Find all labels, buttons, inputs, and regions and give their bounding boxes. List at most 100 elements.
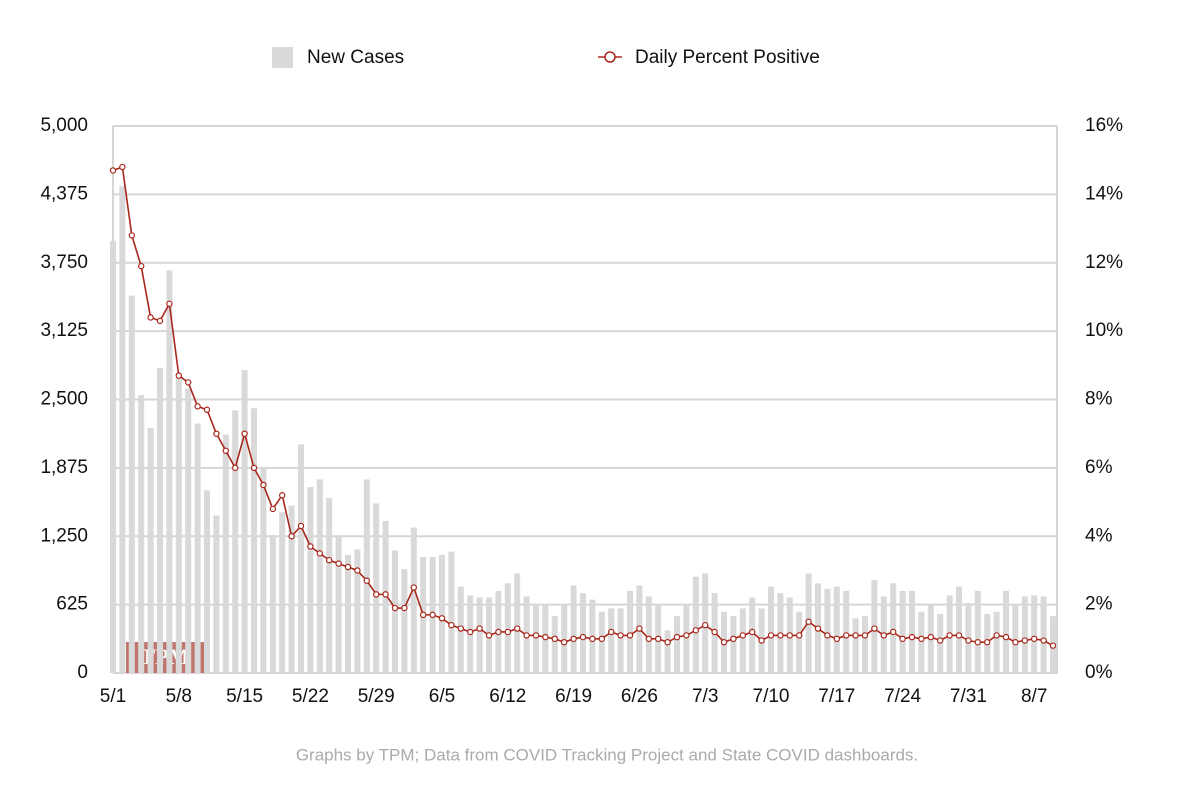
point	[137, 262, 145, 270]
y-tick-label: 5,000	[40, 115, 88, 136]
bar	[175, 377, 182, 673]
point	[363, 577, 370, 584]
point	[203, 406, 211, 413]
point	[448, 621, 455, 629]
point	[429, 611, 436, 619]
point	[824, 632, 831, 639]
point	[279, 492, 286, 499]
point	[213, 430, 220, 437]
bar	[674, 616, 680, 673]
bar	[796, 611, 803, 673]
bar	[956, 586, 962, 673]
y-tick-label: 4,375	[40, 183, 88, 204]
bar	[768, 586, 774, 673]
point	[730, 635, 737, 643]
bar	[504, 583, 511, 673]
bar	[401, 569, 408, 673]
point	[908, 633, 916, 641]
bar	[363, 479, 370, 673]
point	[814, 625, 822, 632]
point	[373, 591, 380, 598]
point	[749, 628, 756, 636]
point	[852, 632, 859, 639]
bar	[157, 367, 163, 673]
point	[645, 635, 653, 643]
bar	[260, 467, 267, 673]
point	[147, 314, 154, 321]
point	[495, 628, 502, 636]
point	[589, 635, 596, 643]
point	[984, 639, 991, 646]
point	[918, 635, 925, 643]
point	[974, 639, 982, 646]
bar	[288, 505, 295, 673]
point	[711, 628, 718, 636]
point	[514, 625, 521, 632]
x-tick-label: 5/29	[358, 686, 395, 707]
point	[156, 317, 164, 325]
point	[843, 632, 850, 639]
x-tick-label: 7/17	[818, 686, 855, 707]
point	[636, 625, 643, 632]
point	[175, 372, 182, 379]
point	[608, 628, 615, 636]
point	[664, 639, 671, 646]
bar	[1040, 596, 1047, 673]
bar	[580, 593, 586, 673]
bar	[269, 535, 276, 673]
bar	[213, 515, 220, 673]
x-tick-label: 5/8	[166, 686, 192, 707]
point	[307, 543, 314, 550]
bar	[1021, 596, 1028, 673]
point	[269, 505, 276, 513]
bar	[128, 295, 135, 673]
bar	[166, 270, 173, 673]
point	[326, 556, 333, 564]
bar	[307, 487, 314, 673]
point	[833, 635, 841, 643]
x-tick-label: 8/7	[1021, 686, 1047, 707]
y2-tick-label: 12%	[1085, 252, 1123, 273]
bar	[241, 369, 248, 673]
point	[250, 464, 258, 472]
point	[1021, 637, 1029, 644]
point	[128, 232, 135, 239]
bar	[862, 616, 868, 673]
point	[965, 637, 972, 644]
bar	[185, 388, 192, 673]
point	[796, 632, 803, 639]
point	[476, 625, 483, 632]
point	[955, 632, 963, 639]
bar	[410, 527, 417, 673]
bar	[627, 590, 633, 673]
point	[184, 379, 192, 386]
y2-tick-label: 8%	[1085, 389, 1113, 410]
point	[391, 604, 399, 612]
footer: Graphs by TPM; Data from COVID Tracking …	[296, 745, 918, 764]
bar	[232, 410, 239, 673]
bar	[316, 479, 323, 673]
point	[598, 635, 606, 643]
point	[109, 167, 117, 174]
bar	[1012, 604, 1019, 673]
point	[382, 591, 389, 598]
y-tick-label: 0	[77, 662, 88, 683]
point	[410, 584, 417, 591]
y2-tick-label: 16%	[1085, 115, 1123, 136]
x-tick-label: 6/12	[489, 686, 526, 707]
point	[626, 632, 634, 639]
bar	[354, 549, 361, 673]
x-tick-label: 6/5	[429, 686, 455, 707]
y2-tick-label: 2%	[1085, 594, 1113, 615]
x-tick-label: 6/19	[555, 686, 592, 707]
point	[288, 533, 295, 540]
point	[692, 627, 700, 634]
point	[946, 632, 953, 639]
point	[1030, 635, 1038, 643]
legend-label: Daily Percent Positive	[635, 47, 820, 68]
bar	[110, 240, 116, 673]
x-tick-label: 5/15	[226, 686, 263, 707]
point	[937, 637, 944, 644]
